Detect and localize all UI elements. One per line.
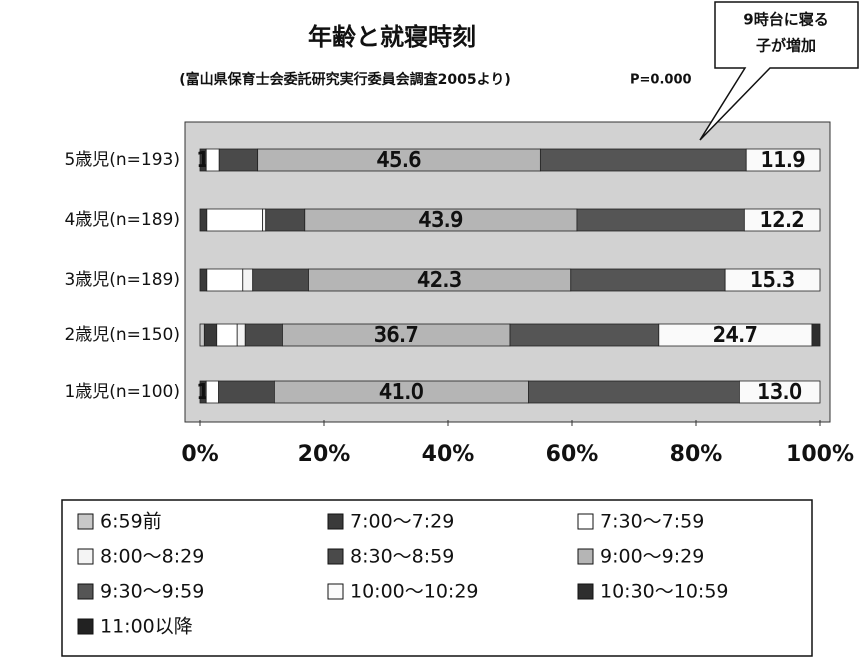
- legend-swatch: [77, 548, 94, 565]
- x-tick-label: 40%: [422, 442, 475, 467]
- legend-label: 8:30～8:59: [350, 546, 454, 568]
- data-label: 45.6: [377, 148, 422, 172]
- x-tick-label: 60%: [546, 442, 599, 467]
- bar-segment: [739, 380, 821, 404]
- x-tick-label: 100%: [786, 442, 854, 467]
- bar-segment: [199, 268, 208, 292]
- legend-swatch: [577, 548, 594, 565]
- callout-text: 9時台に寝る: [743, 11, 828, 29]
- p-value: P=0.000: [630, 73, 692, 88]
- data-label: 11.9: [761, 148, 806, 172]
- callout-box: [699, 1, 859, 141]
- bar-segment: [205, 380, 219, 404]
- bar-segment: [236, 323, 246, 347]
- legend-label: 8:00～8:29: [100, 546, 204, 568]
- x-tick-label: 0%: [181, 442, 218, 467]
- legend-label: 10:30～10:59: [600, 581, 729, 603]
- legend-swatch: [327, 513, 344, 530]
- bar-segment: [218, 380, 275, 404]
- data-label: 13.0: [757, 380, 802, 404]
- data-label: 41.0: [379, 380, 424, 404]
- legend-swatch: [77, 618, 94, 635]
- bar-segment: [206, 268, 244, 292]
- bar-segment: [252, 268, 309, 292]
- callout-text: 子が増加: [756, 37, 816, 55]
- legend-label: 11:00以降: [100, 616, 193, 638]
- legend-label: 6:59前: [100, 511, 162, 533]
- data-label: 42.3: [417, 268, 462, 292]
- legend-swatch: [327, 548, 344, 565]
- legend-label: 9:00～9:29: [600, 546, 704, 568]
- bar-segment: [262, 208, 267, 232]
- data-label: 36.7: [374, 323, 419, 347]
- bar-segment: [242, 268, 254, 292]
- legend-swatch: [327, 583, 344, 600]
- bar-segment: [576, 208, 745, 232]
- legend-label: 7:30～7:59: [600, 511, 704, 533]
- x-tick-label: 80%: [670, 442, 723, 467]
- legend-label: 10:00～10:29: [350, 581, 479, 603]
- y-tick-label: 4歳児(n=189): [64, 210, 180, 230]
- bar-segment: [743, 208, 821, 232]
- bar-segment: [811, 323, 821, 347]
- bar-segment: [509, 323, 660, 347]
- data-label: 12.2: [760, 208, 805, 232]
- bar-segment: [528, 380, 740, 404]
- legend-box: [61, 499, 813, 657]
- bar-segment: [205, 148, 220, 172]
- y-tick-label: 2歳児(n=150): [64, 325, 180, 345]
- legend-swatch: [577, 513, 594, 530]
- bar-segment: [265, 208, 306, 232]
- data-label: 24.7: [713, 323, 758, 347]
- chart-subtitle: (富山県保育士会委託研究実行委員会調査2005より): [179, 71, 510, 88]
- bar-segment: [218, 148, 259, 172]
- legend-swatch: [77, 513, 94, 530]
- bar-segment: [199, 208, 208, 232]
- y-tick-label: 3歳児(n=189): [64, 270, 180, 290]
- bar-segment: [244, 323, 283, 347]
- legend-swatch: [577, 583, 594, 600]
- bar-segment: [206, 208, 264, 232]
- data-label: 15.3: [750, 268, 795, 292]
- legend-swatch: [77, 583, 94, 600]
- bar-segment: [203, 323, 218, 347]
- data-label: 43.9: [419, 208, 464, 232]
- bar-segment: [745, 148, 821, 172]
- legend-label: 7:00～7:29: [350, 511, 454, 533]
- y-tick-label: 1歳児(n=100): [64, 382, 180, 402]
- legend-label: 9:30～9:59: [100, 581, 204, 603]
- bar-segment: [216, 323, 238, 347]
- y-tick-label: 5歳児(n=193): [64, 150, 180, 170]
- bar-segment: [539, 148, 747, 172]
- bar-segment: [199, 323, 205, 347]
- bar-segment: [724, 268, 821, 292]
- bar-segment: [570, 268, 726, 292]
- x-tick-label: 20%: [298, 442, 351, 467]
- chart-title: 年齢と就寝時刻: [308, 23, 476, 51]
